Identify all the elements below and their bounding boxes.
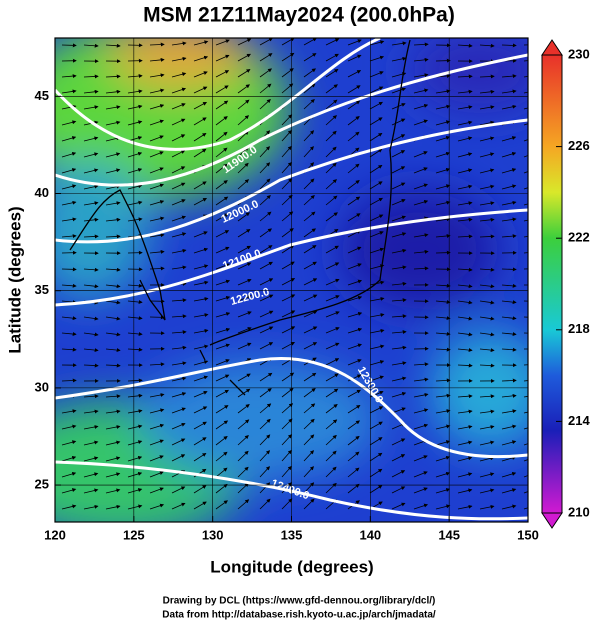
x-tick-label: 150 [517, 527, 539, 542]
x-tick-label: 135 [281, 527, 303, 542]
x-tick-label: 120 [44, 527, 66, 542]
y-tick-label: 35 [35, 282, 49, 297]
wind-arrow [502, 45, 516, 46]
colorbar-tick-label: 230 [568, 46, 590, 61]
x-tick-label: 130 [202, 527, 224, 542]
colorbar-tick-label: 214 [568, 413, 590, 428]
y-tick-label: 45 [35, 88, 49, 103]
colorbar-tick-label: 218 [568, 321, 590, 336]
y-tick-label: 25 [35, 477, 49, 492]
x-tick-label: 140 [359, 527, 381, 542]
footer-line: Data from http://database.rish.kyoto-u.a… [162, 610, 436, 621]
colorbar-tick-label: 210 [568, 504, 590, 519]
colorbar-tick-label: 222 [568, 230, 590, 245]
colorbar-max-triangle [542, 40, 562, 55]
x-tick-label: 125 [123, 527, 145, 542]
y-tick-label: 40 [35, 185, 49, 200]
colorbar-min-triangle [542, 513, 562, 528]
colorbar-tick-label: 226 [568, 138, 590, 153]
y-tick-label: 30 [35, 379, 49, 394]
field: 11900.012000.012100.012200.012300.012400… [0, 20, 550, 540]
x-axis-label: Longitude (degrees) [210, 557, 373, 576]
map-title: MSM 21Z11May2024 (200.0hPa) [143, 4, 455, 27]
x-tick-label: 145 [438, 527, 460, 542]
colorbar [542, 55, 562, 513]
footer-line: Drawing by DCL (https://www.gfd-dennou.o… [163, 596, 436, 607]
y-axis-label: Latitude (degrees) [5, 206, 24, 353]
